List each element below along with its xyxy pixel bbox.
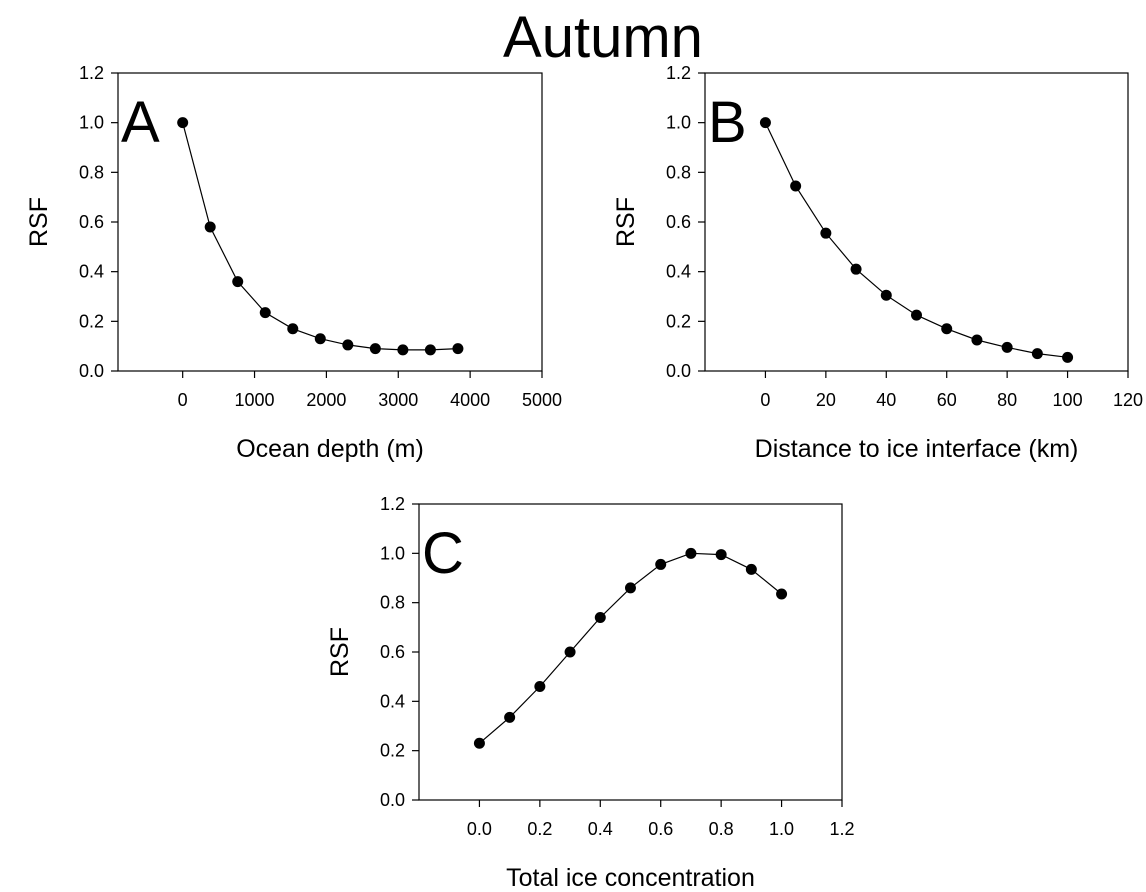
data-point — [473, 737, 485, 749]
data-point — [177, 117, 189, 129]
series-line — [479, 552, 782, 744]
data-point — [232, 276, 244, 288]
x-tick-label: 0 — [760, 390, 770, 410]
data-point — [685, 547, 697, 559]
x-tick-label: 120 — [1113, 390, 1143, 410]
data-point — [369, 343, 381, 355]
data-point — [314, 333, 326, 345]
panel-a: 0.0 0.2 0.4 0.6 0.8 1.0 1.2 0 1000 2000 3000 4000 50… — [25, 63, 562, 463]
data-point — [534, 681, 546, 693]
data-point — [342, 339, 354, 351]
x-tick-label: 3000 — [378, 390, 418, 410]
data-point — [1031, 348, 1043, 360]
y-tick-label: 1.2 — [380, 494, 405, 514]
data-point — [941, 323, 953, 335]
x-tick-label: 0.8 — [709, 819, 734, 839]
x-tick-label: 0.6 — [648, 819, 673, 839]
x-tick-label: 20 — [816, 390, 836, 410]
data-point — [504, 711, 516, 723]
data-point — [204, 221, 216, 233]
y-tick-label: 0.0 — [79, 361, 104, 381]
panel-letter: C — [422, 521, 464, 586]
y-tick-label: 1.0 — [380, 543, 405, 563]
data-point — [759, 117, 771, 129]
data-point — [287, 323, 299, 335]
data-point — [971, 334, 983, 346]
x-tick-label: 0.2 — [527, 819, 552, 839]
x-tick-label: 1.0 — [769, 819, 794, 839]
y-tick-label: 1.0 — [79, 113, 104, 133]
y-tick-label: 0.2 — [380, 741, 405, 761]
x-tick-label: 80 — [997, 390, 1017, 410]
y-axis-label: RSF — [612, 197, 640, 247]
y-tick-label: 0.0 — [380, 790, 405, 810]
y-tick-label: 0.6 — [380, 642, 405, 662]
y-tick-label: 0.2 — [79, 311, 104, 331]
y-tick-label: 0.6 — [666, 212, 691, 232]
y-tick-label: 0.6 — [79, 212, 104, 232]
y-tick-label: 0.2 — [666, 311, 691, 331]
x-axis-label: Distance to ice interface (km) — [755, 435, 1079, 463]
data-point — [790, 180, 802, 192]
data-point — [259, 307, 271, 319]
x-tick-label: 60 — [937, 390, 957, 410]
y-tick-label: 1.2 — [666, 63, 691, 83]
data-point — [850, 263, 862, 275]
y-axis-label: RSF — [326, 627, 354, 677]
x-axis-label: Ocean depth (m) — [236, 435, 424, 463]
x-tick-label: 40 — [876, 390, 896, 410]
x-tick-label: 0 — [178, 390, 188, 410]
panel-letter: B — [708, 90, 747, 155]
data-point — [424, 344, 436, 356]
data-point — [397, 344, 409, 356]
data-point — [564, 646, 576, 658]
y-tick-label: 0.8 — [666, 162, 691, 182]
data-point — [655, 558, 667, 570]
panel-c: 0.0 0.2 0.4 0.6 0.8 1.0 1.2 0.0 0.2 0.4 0.6 0.8 1.0 1… — [326, 494, 855, 892]
y-tick-label: 1.2 — [79, 63, 104, 83]
panel-b: 0.0 0.2 0.4 0.6 0.8 1.0 1.2 0 20 40 60 80 100 120 RSF D… — [612, 63, 1143, 463]
y-tick-label: 0.4 — [666, 262, 691, 282]
data-point — [820, 227, 832, 239]
plot-frame — [418, 503, 843, 801]
data-point — [1001, 341, 1013, 353]
y-tick-label: 0.0 — [666, 361, 691, 381]
x-tick-label: 0.4 — [588, 819, 613, 839]
plot-frame — [704, 72, 1129, 372]
x-axis-label: Total ice concentration — [506, 864, 755, 892]
figure-title: Autumn — [503, 5, 703, 70]
x-tick-label: 1.2 — [829, 819, 854, 839]
data-point — [776, 588, 788, 600]
data-point — [452, 343, 464, 355]
y-tick-label: 0.4 — [79, 262, 104, 282]
data-point — [715, 549, 727, 561]
x-tick-label: 100 — [1053, 390, 1083, 410]
series-line — [182, 122, 458, 351]
x-tick-label: 2000 — [306, 390, 346, 410]
panel-letter: A — [121, 90, 160, 155]
data-point — [745, 563, 757, 575]
series-line — [764, 122, 1068, 358]
data-point — [1062, 351, 1074, 363]
x-tick-label: 1000 — [235, 390, 275, 410]
data-point — [625, 582, 636, 594]
y-tick-label: 1.0 — [666, 113, 691, 133]
y-tick-label: 0.8 — [380, 593, 405, 613]
x-tick-label: 0.0 — [467, 819, 492, 839]
data-point — [594, 611, 606, 623]
y-axis-label: RSF — [25, 197, 53, 247]
x-tick-label: 4000 — [450, 390, 490, 410]
y-tick-label: 0.8 — [79, 162, 104, 182]
data-point — [880, 289, 892, 301]
y-tick-label: 0.4 — [380, 691, 405, 711]
x-tick-label: 5000 — [522, 390, 562, 410]
data-point — [911, 309, 922, 321]
